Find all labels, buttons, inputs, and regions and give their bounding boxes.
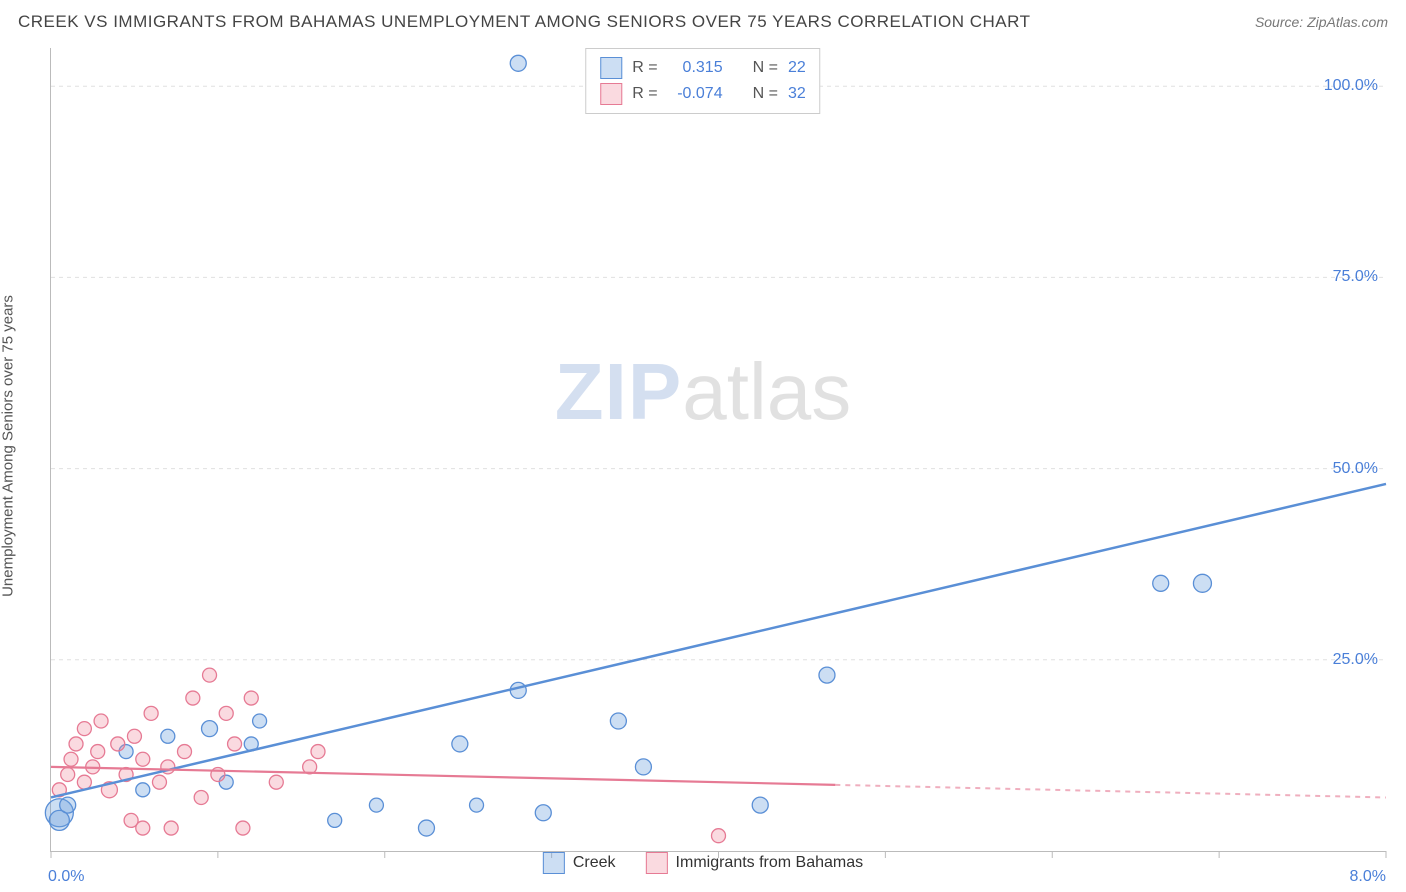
scatter-point (253, 714, 267, 728)
legend-series-item: Immigrants from Bahamas (646, 852, 864, 874)
scatter-point (152, 775, 166, 789)
scatter-point (510, 682, 526, 698)
y-tick-label: 100.0% (1324, 77, 1378, 95)
scatter-point (91, 745, 105, 759)
scatter-point (77, 775, 91, 789)
r-value: -0.074 (668, 85, 723, 103)
scatter-point (712, 829, 726, 843)
y-tick-label: 75.0% (1333, 268, 1378, 286)
legend-swatch (600, 57, 622, 79)
scatter-point (369, 798, 383, 812)
scatter-point (311, 745, 325, 759)
scatter-point (64, 752, 78, 766)
r-value: 0.315 (668, 59, 723, 77)
scatter-point (164, 821, 178, 835)
x-tick-max: 8.0% (1350, 868, 1386, 886)
scatter-point (452, 736, 468, 752)
scatter-point (69, 737, 83, 751)
n-label: N = (753, 85, 778, 103)
scatter-point (510, 55, 526, 71)
legend-swatch (646, 852, 668, 874)
title-bar: CREEK VS IMMIGRANTS FROM BAHAMAS UNEMPLO… (18, 12, 1388, 32)
scatter-point (236, 821, 250, 835)
scatter-point (127, 729, 141, 743)
scatter-point (136, 783, 150, 797)
n-label: N = (753, 59, 778, 77)
scatter-point (136, 821, 150, 835)
legend-stat-row: R = -0.074 N = 32 (600, 81, 805, 107)
n-value: 32 (788, 85, 806, 103)
legend-swatch (543, 852, 565, 874)
y-tick-label: 50.0% (1333, 460, 1378, 478)
legend-series: Creek Immigrants from Bahamas (543, 852, 863, 874)
legend-series-label: Creek (573, 854, 616, 872)
scatter-point (328, 813, 342, 827)
regression-line (51, 484, 1386, 798)
n-value: 22 (788, 59, 806, 77)
source-label: Source: ZipAtlas.com (1255, 14, 1388, 30)
legend-swatch (600, 83, 622, 105)
x-tick-min: 0.0% (48, 868, 84, 886)
r-label: R = (632, 59, 657, 77)
r-label: R = (632, 85, 657, 103)
scatter-point (94, 714, 108, 728)
legend-stat-row: R = 0.315 N = 22 (600, 55, 805, 81)
scatter-point (161, 729, 175, 743)
scatter-point (219, 706, 233, 720)
scatter-point (61, 768, 75, 782)
scatter-point (60, 797, 76, 813)
scatter-point (194, 790, 208, 804)
scatter-point (178, 745, 192, 759)
chart-title: CREEK VS IMMIGRANTS FROM BAHAMAS UNEMPLO… (18, 12, 1030, 32)
legend-correlation: R = 0.315 N = 22 R = -0.074 N = 32 (585, 48, 820, 114)
scatter-point (470, 798, 484, 812)
chart-svg (51, 48, 1386, 851)
scatter-point (144, 706, 158, 720)
scatter-point (186, 691, 200, 705)
scatter-point (269, 775, 283, 789)
scatter-point (202, 721, 218, 737)
scatter-point (136, 752, 150, 766)
plot-area (50, 48, 1386, 852)
scatter-point (203, 668, 217, 682)
scatter-point (610, 713, 626, 729)
scatter-point (1153, 575, 1169, 591)
y-axis-label: Unemployment Among Seniors over 75 years (0, 144, 17, 446)
scatter-point (418, 820, 434, 836)
scatter-point (535, 805, 551, 821)
scatter-point (228, 737, 242, 751)
legend-series-label: Immigrants from Bahamas (676, 854, 864, 872)
scatter-point (77, 722, 91, 736)
scatter-point (635, 759, 651, 775)
scatter-point (244, 691, 258, 705)
scatter-point (1193, 574, 1211, 592)
scatter-point (819, 667, 835, 683)
scatter-point (111, 737, 125, 751)
scatter-point (752, 797, 768, 813)
legend-series-item: Creek (543, 852, 616, 874)
y-tick-label: 25.0% (1333, 651, 1378, 669)
